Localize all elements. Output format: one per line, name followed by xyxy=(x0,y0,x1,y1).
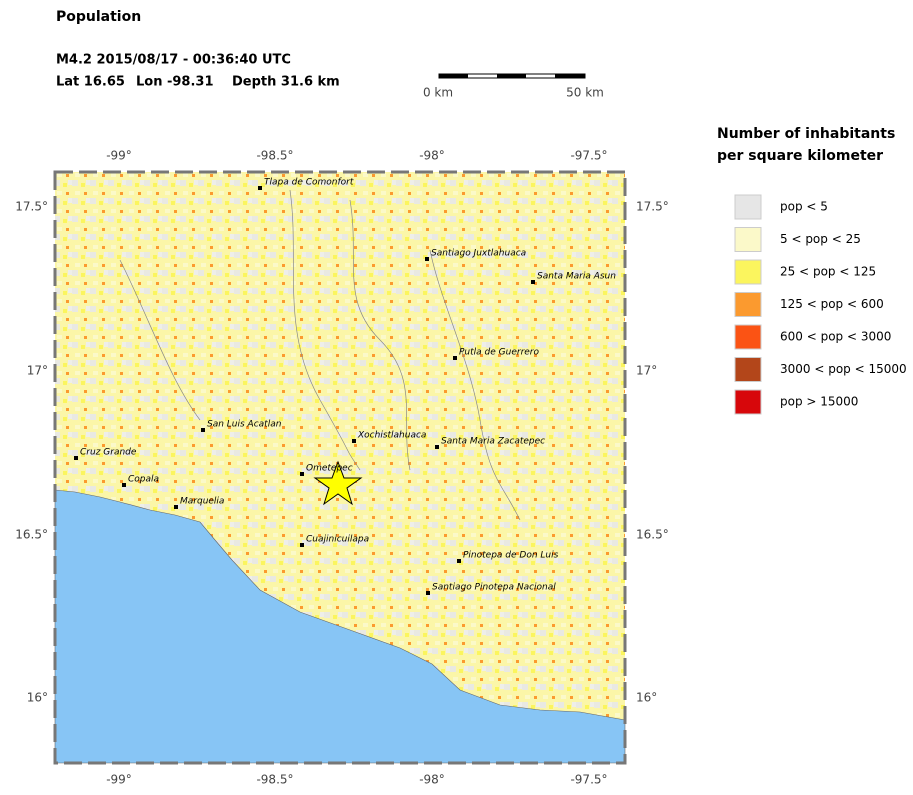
legend-swatch xyxy=(734,389,762,415)
city-label: San Luis Acatlan xyxy=(207,420,282,430)
city-label: Tlapa de Comonfort xyxy=(264,178,354,188)
city-label: Santiago Juxtlahuaca xyxy=(431,249,526,259)
city-label: Marquelia xyxy=(180,497,224,507)
lon-label: -99° xyxy=(106,149,132,163)
scale-end: 50 km xyxy=(566,86,604,100)
legend-label: 3000 < pop < 15000 xyxy=(780,362,907,376)
lat-label: 16.5° xyxy=(636,528,669,542)
legend-label: pop > 15000 xyxy=(780,395,858,409)
lon-label: -99° xyxy=(106,773,132,787)
legend-title: Number of inhabitants xyxy=(717,126,895,142)
legend-label: 25 < pop < 125 xyxy=(780,265,876,279)
city-marker xyxy=(201,428,205,432)
city-marker xyxy=(352,439,356,443)
lat-label: 17.5° xyxy=(636,200,669,214)
lon-label: -98° xyxy=(419,149,445,163)
lon-label: -98.5° xyxy=(256,773,293,787)
legend: Number of inhabitants per square kilomet… xyxy=(717,126,895,164)
city-label: Copala xyxy=(128,475,159,485)
city-marker xyxy=(425,257,429,261)
legend-swatch xyxy=(734,259,762,285)
lat-label: 17° xyxy=(27,364,48,378)
city-label: Pinotepa de Don Luis xyxy=(463,551,559,561)
lat-label: 17° xyxy=(636,364,657,378)
city-marker xyxy=(258,186,262,190)
lon-label: -97.5° xyxy=(570,773,607,787)
lat: Lat 16.65 xyxy=(56,75,125,90)
legend-swatch xyxy=(734,324,762,350)
city-marker xyxy=(74,456,78,460)
city-marker xyxy=(300,543,304,547)
legend-title: per square kilometer xyxy=(717,148,883,164)
legend-label: 600 < pop < 3000 xyxy=(780,330,891,344)
city-label: Santa Maria Zacatepec xyxy=(441,437,545,447)
city-label: Ometepec xyxy=(306,464,353,474)
city-label: Santa Maria Asun xyxy=(537,272,616,282)
legend-swatch xyxy=(734,194,762,220)
rivers xyxy=(119,189,521,521)
title: Population xyxy=(56,9,141,25)
city-marker xyxy=(300,472,304,476)
lat-label: 16.5° xyxy=(15,528,48,542)
legend-label: pop < 5 xyxy=(780,200,828,214)
frame xyxy=(53,170,627,765)
city-marker xyxy=(453,356,457,360)
city-marker xyxy=(457,559,461,563)
legend-label: 5 < pop < 25 xyxy=(780,232,861,246)
lat-label: 16° xyxy=(27,691,48,705)
depth: Depth 31.6 km xyxy=(232,75,340,90)
epicenter xyxy=(313,460,363,506)
map xyxy=(53,170,627,765)
scale-start: 0 km xyxy=(423,86,453,100)
legend-label: 125 < pop < 600 xyxy=(780,297,884,311)
lon: Lon -98.31 xyxy=(136,75,214,90)
city-label: Cruz Grande xyxy=(80,448,137,458)
legend-swatch xyxy=(734,357,762,382)
city-marker xyxy=(122,483,126,487)
lat-label: 17.5° xyxy=(15,200,48,214)
city-marker xyxy=(174,505,178,509)
lon-label: -97.5° xyxy=(570,149,607,163)
ocean xyxy=(54,489,626,764)
city-marker xyxy=(426,591,430,595)
city-label: Cuajinicuilapa xyxy=(306,535,369,545)
city-marker xyxy=(435,445,439,449)
legend-swatch xyxy=(734,292,762,317)
lat-label: 16° xyxy=(636,691,657,705)
city-marker xyxy=(531,280,535,284)
city-label: Xochistlahuaca xyxy=(357,431,426,441)
event: M4.2 2015/08/17 - 00:36:40 UTC xyxy=(56,53,291,68)
scale-bar: 0 km 50 km xyxy=(423,73,604,100)
lon-label: -98° xyxy=(419,773,445,787)
legend-swatch xyxy=(734,227,762,252)
city-label: Putla de Guerrero xyxy=(459,348,540,358)
city-label: Santiago Pinotepa Nacional xyxy=(432,583,556,593)
lon-label: -98.5° xyxy=(256,149,293,163)
